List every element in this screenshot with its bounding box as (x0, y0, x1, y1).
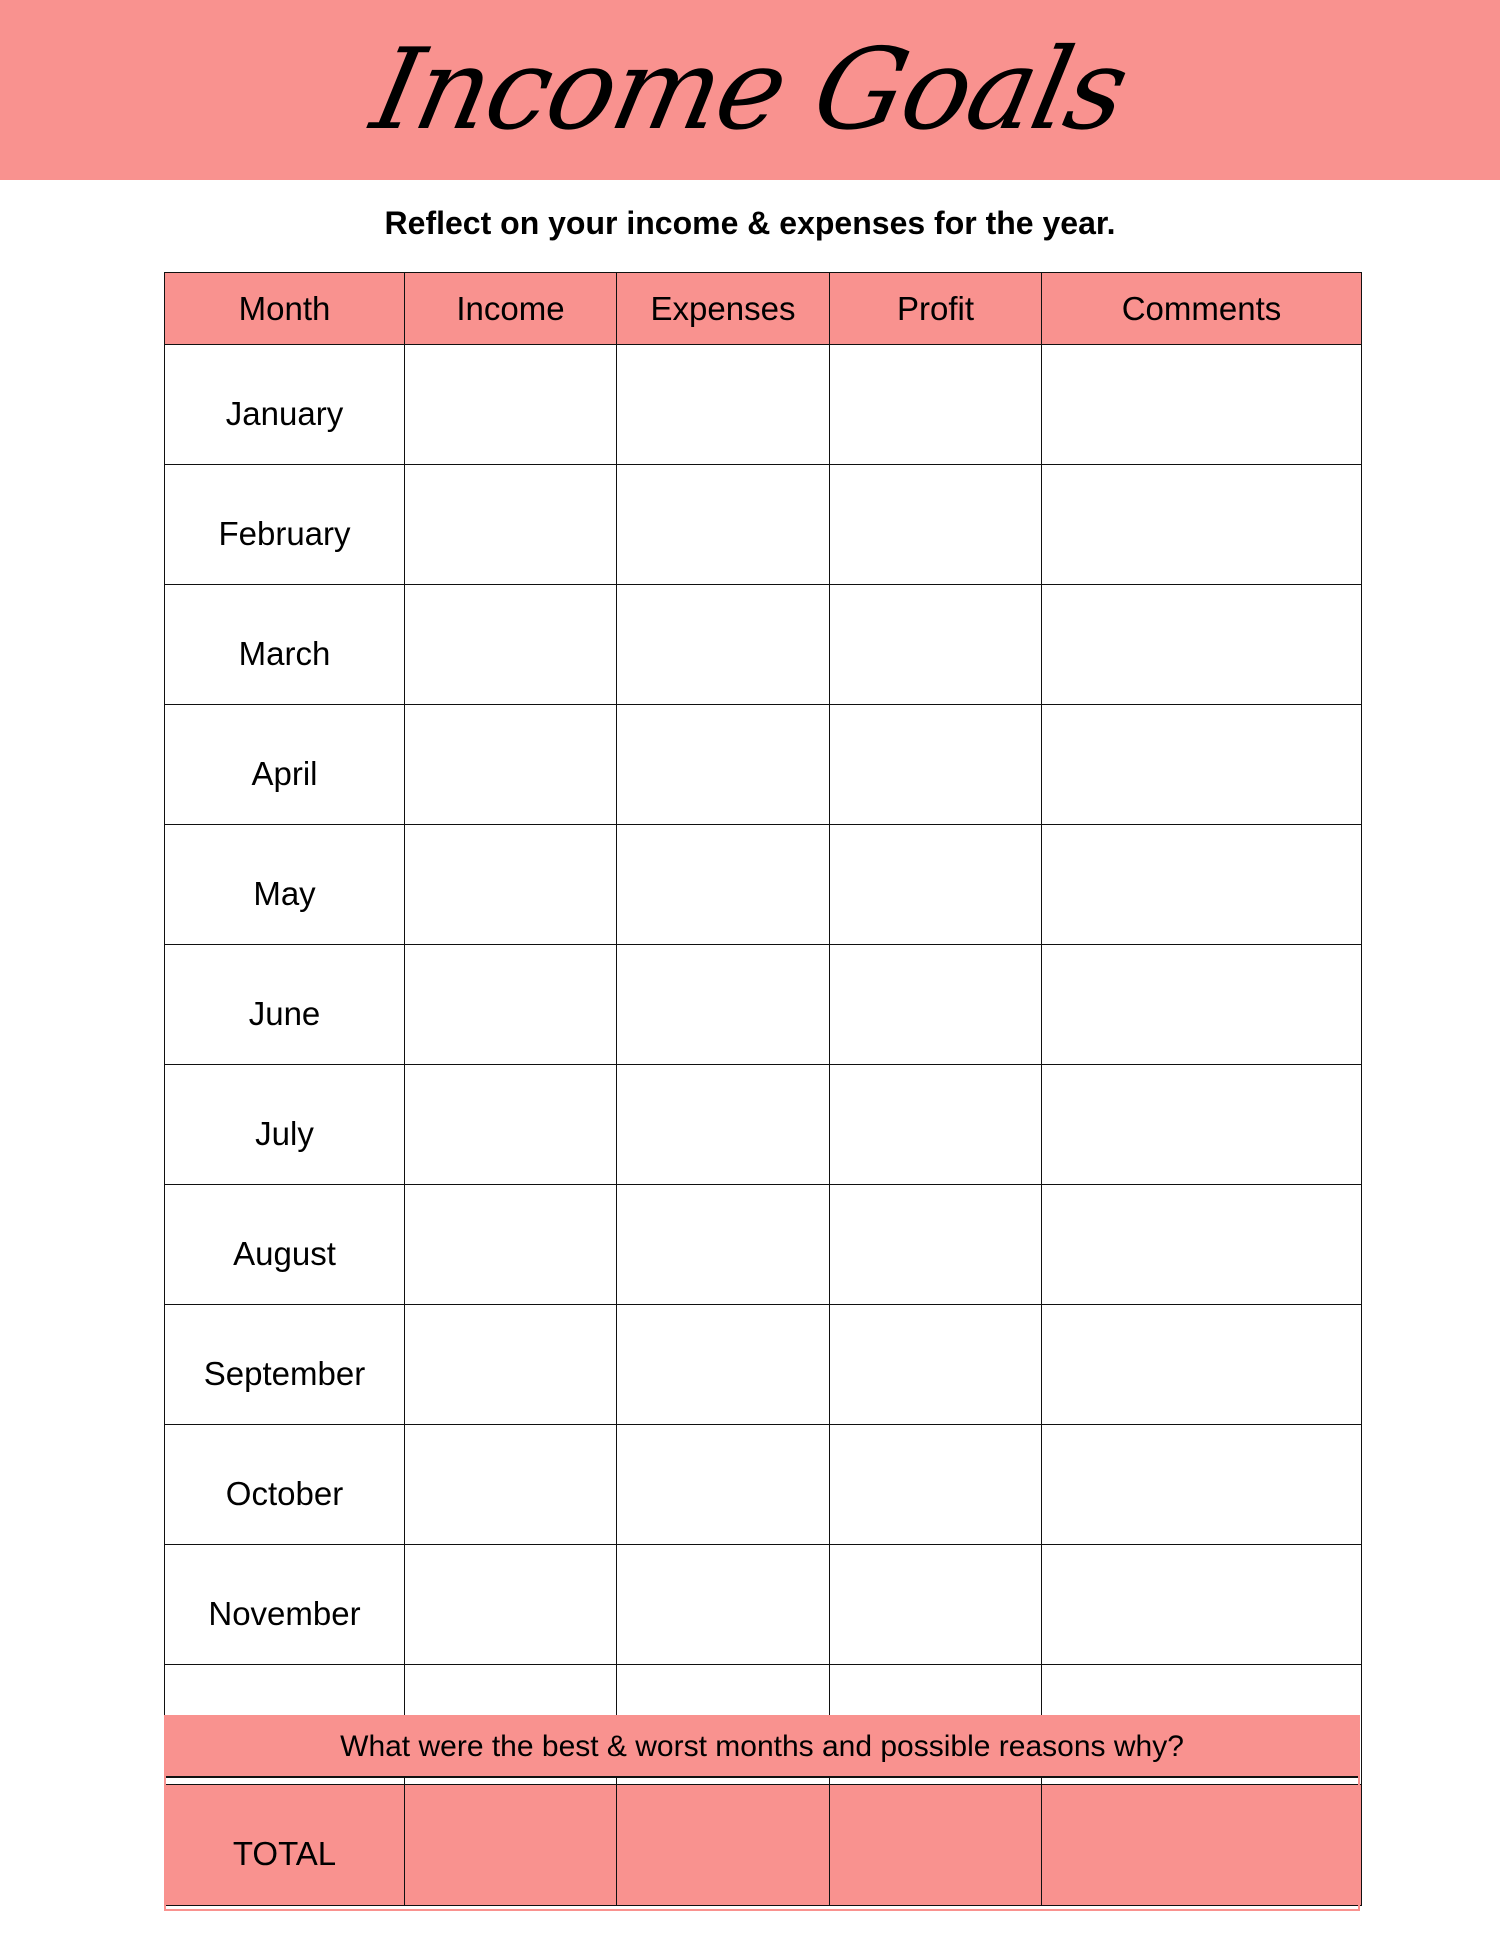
comments-cell[interactable] (1041, 464, 1362, 585)
profit-cell[interactable] (829, 1784, 1042, 1906)
month-label: October (164, 1424, 405, 1545)
column-header-income: Income (404, 272, 617, 345)
profit-cell[interactable] (829, 704, 1042, 825)
comments-cell[interactable] (1041, 824, 1362, 945)
title-banner: Income Goals (0, 0, 1500, 180)
comments-cell[interactable] (1041, 1064, 1362, 1185)
expenses-cell[interactable] (616, 1784, 830, 1906)
expenses-cell[interactable] (616, 824, 830, 945)
comments-cell[interactable] (1041, 944, 1362, 1065)
column-header-expenses: Expenses (616, 272, 830, 345)
month-label: July (164, 1064, 405, 1185)
month-label: TOTAL (164, 1784, 405, 1906)
expenses-cell[interactable] (616, 704, 830, 825)
page-subtitle: Reflect on your income & expenses for th… (384, 205, 1116, 241)
month-label: August (164, 1184, 405, 1305)
column-header-month: Month (164, 272, 405, 345)
table-row: May (164, 824, 1362, 945)
expenses-cell[interactable] (616, 1304, 830, 1425)
month-label: April (164, 704, 405, 825)
income-cell[interactable] (404, 1064, 617, 1185)
comments-cell[interactable] (1041, 584, 1362, 705)
expenses-cell[interactable] (616, 944, 830, 1065)
comments-cell[interactable] (1041, 1304, 1362, 1425)
profit-cell[interactable] (829, 1184, 1042, 1305)
profit-cell[interactable] (829, 1544, 1042, 1665)
column-header-profit: Profit (829, 272, 1042, 345)
expenses-cell[interactable] (616, 584, 830, 705)
table-row: June (164, 944, 1362, 1065)
header-row: Month Income Expenses Profit Comments (164, 272, 1362, 345)
comments-cell[interactable] (1041, 1184, 1362, 1305)
profit-cell[interactable] (829, 1424, 1042, 1545)
reflection-question: What were the best & worst months and po… (166, 1717, 1358, 1778)
table-row: September (164, 1304, 1362, 1425)
income-cell[interactable] (404, 1184, 617, 1305)
reflection-box: What were the best & worst months and po… (164, 1715, 1360, 1911)
expenses-cell[interactable] (616, 1544, 830, 1665)
month-label: November (164, 1544, 405, 1665)
income-cell[interactable] (404, 1304, 617, 1425)
income-cell[interactable] (404, 584, 617, 705)
table-row: August (164, 1184, 1362, 1305)
column-header-comments: Comments (1041, 272, 1362, 345)
income-cell[interactable] (404, 944, 617, 1065)
income-cell[interactable] (404, 1544, 617, 1665)
profit-cell[interactable] (829, 1064, 1042, 1185)
table-row: July (164, 1064, 1362, 1185)
income-cell[interactable] (404, 704, 617, 825)
expenses-cell[interactable] (616, 1064, 830, 1185)
profit-cell[interactable] (829, 464, 1042, 585)
expenses-cell[interactable] (616, 464, 830, 585)
month-label: May (164, 824, 405, 945)
table-row: October (164, 1424, 1362, 1545)
income-cell[interactable] (404, 344, 617, 465)
comments-cell[interactable] (1041, 704, 1362, 825)
expenses-cell[interactable] (616, 1424, 830, 1545)
total-row: TOTAL (164, 1784, 1362, 1906)
table-row: April (164, 704, 1362, 825)
income-cell[interactable] (404, 464, 617, 585)
comments-cell[interactable] (1041, 344, 1362, 465)
profit-cell[interactable] (829, 344, 1042, 465)
month-label: March (164, 584, 405, 705)
month-label: June (164, 944, 405, 1065)
comments-cell[interactable] (1041, 1784, 1362, 1906)
table-row: February (164, 464, 1362, 585)
profit-cell[interactable] (829, 584, 1042, 705)
reflection-answer-area[interactable] (166, 1778, 1358, 1911)
table-row: January (164, 344, 1362, 465)
month-label: September (164, 1304, 405, 1425)
table-row: November (164, 1544, 1362, 1665)
comments-cell[interactable] (1041, 1544, 1362, 1665)
income-table: Month Income Expenses Profit Comments Januar… (164, 272, 1362, 1906)
expenses-cell[interactable] (616, 344, 830, 465)
profit-cell[interactable] (829, 824, 1042, 945)
income-cell[interactable] (404, 1784, 617, 1906)
income-cell[interactable] (404, 824, 617, 945)
income-cell[interactable] (404, 1424, 617, 1545)
page-title: Income Goals (362, 25, 1138, 155)
comments-cell[interactable] (1041, 1424, 1362, 1545)
expenses-cell[interactable] (616, 1184, 830, 1305)
profit-cell[interactable] (829, 944, 1042, 1065)
profit-cell[interactable] (829, 1304, 1042, 1425)
table-row: March (164, 584, 1362, 705)
month-label: February (164, 464, 405, 585)
month-label: January (164, 344, 405, 465)
